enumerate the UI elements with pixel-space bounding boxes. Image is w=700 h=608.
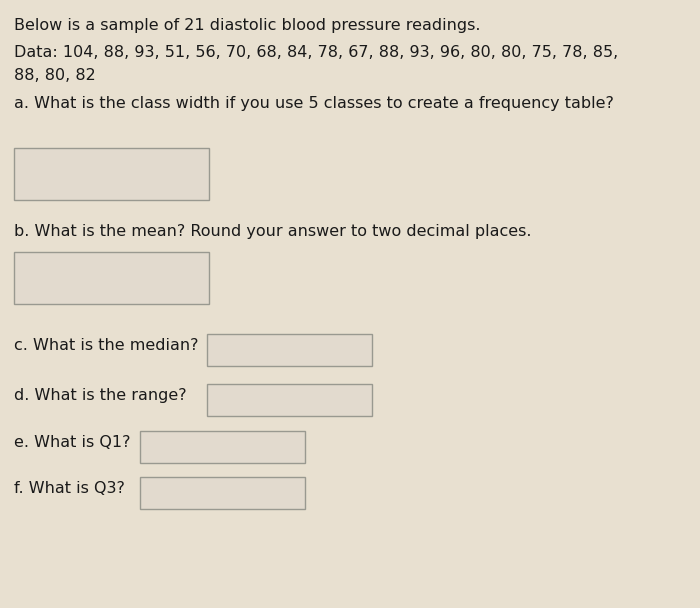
- Text: a. What is the class width if you use 5 classes to create a frequency table?: a. What is the class width if you use 5 …: [14, 96, 614, 111]
- Bar: [140, 477, 305, 509]
- Bar: [14, 252, 209, 304]
- Bar: [207, 384, 372, 416]
- Text: d. What is the range?: d. What is the range?: [14, 388, 187, 403]
- Text: e. What is Q1?: e. What is Q1?: [14, 435, 130, 450]
- Text: c. What is the median?: c. What is the median?: [14, 338, 199, 353]
- Bar: [207, 334, 372, 366]
- Text: Below is a sample of 21 diastolic blood pressure readings.: Below is a sample of 21 diastolic blood …: [14, 18, 480, 33]
- Bar: [14, 148, 209, 200]
- Text: Data: 104, 88, 93, 51, 56, 70, 68, 84, 78, 67, 88, 93, 96, 80, 80, 75, 78, 85,: Data: 104, 88, 93, 51, 56, 70, 68, 84, 7…: [14, 45, 618, 60]
- Text: 88, 80, 82: 88, 80, 82: [14, 68, 96, 83]
- Text: b. What is the mean? Round your answer to two decimal places.: b. What is the mean? Round your answer t…: [14, 224, 531, 239]
- Bar: [140, 431, 305, 463]
- Text: f. What is Q3?: f. What is Q3?: [14, 481, 125, 496]
